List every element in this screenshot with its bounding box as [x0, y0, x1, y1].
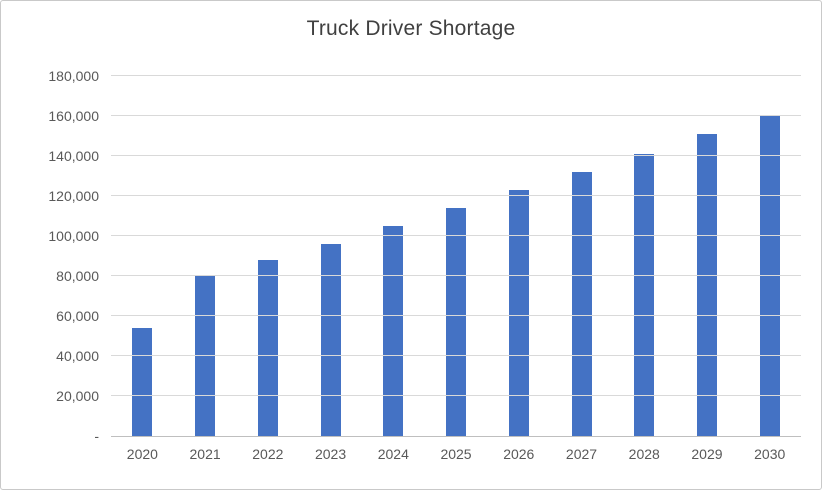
- x-tick-label: 2024: [377, 446, 409, 462]
- x-tick-label: 2022: [252, 446, 284, 462]
- x-tick-label: 2030: [754, 446, 786, 462]
- bar-2024: [383, 226, 404, 436]
- bar-slot: [111, 76, 174, 436]
- x-axis-line: [111, 436, 801, 437]
- x-tick-label: 2021: [189, 446, 221, 462]
- gridline: [111, 275, 801, 276]
- gridline: [111, 75, 801, 76]
- y-tick-label: 180,000: [48, 68, 99, 84]
- bar-2022: [257, 260, 278, 436]
- bar-slot: [236, 76, 299, 436]
- bar-2020: [132, 328, 153, 436]
- y-tick-label: 60,000: [56, 308, 99, 324]
- bar-2029: [696, 134, 717, 436]
- y-tick-label: 160,000: [48, 108, 99, 124]
- y-tick-label: 140,000: [48, 148, 99, 164]
- plot-area: [111, 75, 801, 437]
- gridline: [111, 395, 801, 396]
- y-tick-label: 120,000: [48, 188, 99, 204]
- bars-container: [111, 76, 801, 436]
- bar-2023: [320, 244, 341, 436]
- x-tick-label: 2020: [126, 446, 158, 462]
- y-tick-label: 40,000: [56, 348, 99, 364]
- bar-2026: [508, 190, 529, 436]
- y-tick-label: 100,000: [48, 228, 99, 244]
- bar-slot: [174, 76, 237, 436]
- bar-2025: [446, 208, 467, 436]
- x-axis: 2020 2021 2022 2023 2024 2025 2026 2027 2028 2029…: [111, 446, 801, 462]
- x-tick-label: 2023: [314, 446, 347, 462]
- y-tick-label: -: [94, 428, 99, 444]
- bar-slot: [550, 76, 613, 436]
- gridline: [111, 235, 801, 236]
- y-axis: - 20,000 40,000 60,000 80,000 100,000 120,000 1…: [1, 68, 99, 444]
- gridline: [111, 115, 801, 116]
- chart-title: Truck Driver Shortage: [306, 17, 516, 40]
- bar-slot: [299, 76, 362, 436]
- x-tick-label: 2026: [503, 446, 535, 462]
- bar-slot: [738, 76, 801, 436]
- y-tick-label: 80,000: [56, 268, 99, 284]
- bar-slot: [362, 76, 425, 436]
- gridline: [111, 315, 801, 316]
- bar-2027: [571, 172, 592, 436]
- bar-2021: [195, 276, 216, 436]
- x-tick-label: 2027: [565, 446, 598, 462]
- bar-2028: [634, 154, 655, 436]
- x-tick-label: 2028: [628, 446, 660, 462]
- y-tick-label: 20,000: [56, 388, 99, 404]
- gridline: [111, 195, 801, 196]
- gridline: [111, 155, 801, 156]
- x-tick-label: 2025: [440, 446, 472, 462]
- x-tick-label: 2029: [691, 446, 723, 462]
- bar-slot: [676, 76, 739, 436]
- gridline: [111, 355, 801, 356]
- bar-slot: [487, 76, 550, 436]
- bar-slot: [613, 76, 676, 436]
- bar-slot: [425, 76, 488, 436]
